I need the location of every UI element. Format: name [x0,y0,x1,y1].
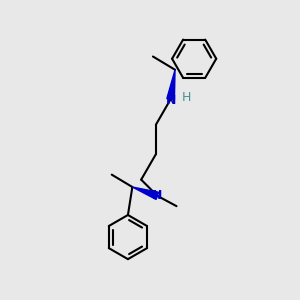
Text: N: N [166,94,176,107]
Text: N: N [152,189,163,202]
Polygon shape [132,187,159,200]
Text: H: H [182,91,191,104]
Polygon shape [167,70,175,100]
